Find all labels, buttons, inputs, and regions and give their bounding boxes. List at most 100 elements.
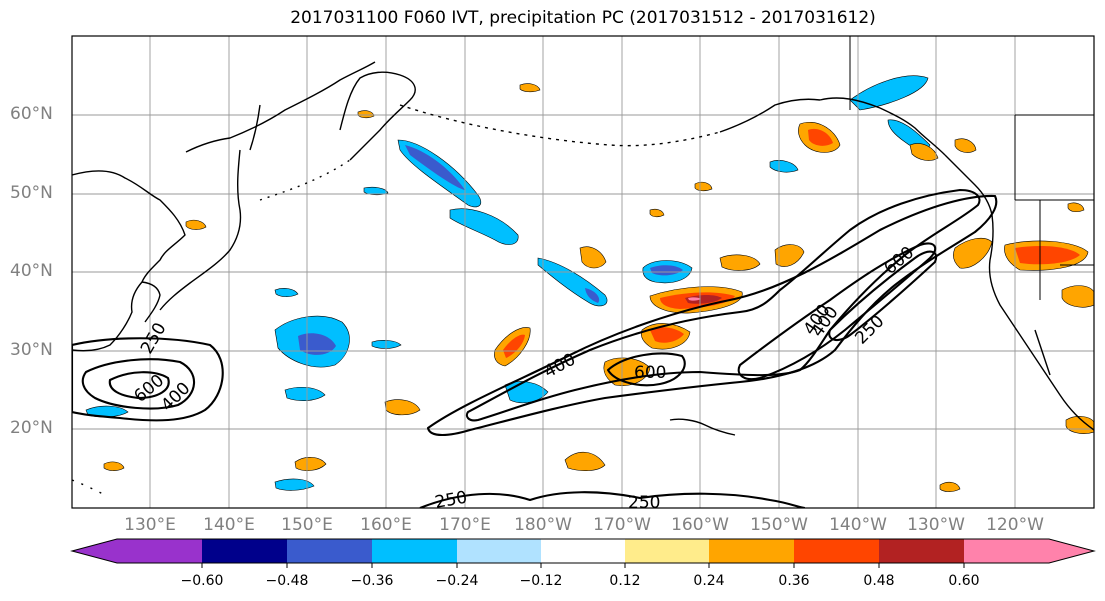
coast-siberia bbox=[185, 61, 376, 153]
red-feature-bc bbox=[954, 138, 977, 153]
red-feature-bc-2 bbox=[909, 143, 939, 161]
lat-label-50n: 50°N bbox=[10, 183, 53, 203]
figure-title: 2017031100 F060 IVT, precipitation PC (2… bbox=[290, 8, 876, 28]
ivt-contour-600-west bbox=[108, 371, 170, 400]
ivt-contour-400-ne-loop bbox=[737, 242, 937, 381]
red-feature-west-central-inner bbox=[503, 334, 525, 358]
ivt-contour-400-main bbox=[465, 188, 981, 422]
lon-label-170e: 170°E bbox=[439, 515, 491, 535]
coast-alaska-southwest bbox=[719, 98, 821, 133]
ivt-contour-250-south bbox=[419, 491, 806, 508]
blue-feature-small-7 bbox=[769, 160, 799, 173]
colorbar-extend-low bbox=[72, 539, 117, 563]
coast-us-west bbox=[988, 214, 1094, 431]
blue-feature-kamchatka-core bbox=[405, 145, 465, 190]
lon-label-150w: 150°W bbox=[750, 515, 808, 535]
colorbar-bin bbox=[625, 539, 709, 563]
ivt-contour-400-west bbox=[81, 358, 196, 410]
blue-feature-west-pacific-core bbox=[298, 333, 336, 355]
colorbar bbox=[70, 538, 1096, 568]
red-feature-south-central-inner bbox=[650, 327, 684, 343]
colorbar-tick-label: −0.60 bbox=[180, 573, 224, 589]
colorbar-bin bbox=[202, 539, 287, 563]
red-feature-small-4 bbox=[519, 83, 541, 93]
political-borders bbox=[849, 36, 1094, 300]
colorbar-tick-marks bbox=[201, 563, 965, 568]
coast-asia-mainland bbox=[72, 170, 186, 352]
red-feature-small-1 bbox=[185, 219, 207, 230]
colorbar-bin bbox=[372, 539, 457, 563]
red-feature-subtropics-2 bbox=[564, 452, 606, 471]
red-feature-central-band-core bbox=[685, 295, 722, 304]
lat-label-20n: 20°N bbox=[10, 418, 53, 438]
colorbar-outline bbox=[70, 538, 1096, 564]
colorbar-bin bbox=[117, 539, 202, 563]
coast-bc bbox=[944, 154, 993, 216]
colorbar-bin bbox=[709, 539, 794, 563]
blue-feature-central-core bbox=[585, 288, 600, 303]
blue-feature-midpacific-eye-core bbox=[650, 265, 683, 276]
red-feature-small-6 bbox=[939, 481, 961, 492]
red-feature-small-5 bbox=[357, 110, 375, 119]
ivt-label: 600 bbox=[634, 363, 666, 383]
red-feature-small-2 bbox=[103, 461, 125, 471]
colorbar-bin bbox=[457, 539, 541, 563]
lon-label-130w: 130°W bbox=[907, 515, 965, 535]
map-gridlines bbox=[72, 36, 1094, 508]
red-feature-west-central-2 bbox=[579, 246, 607, 269]
ivt-label: 250 bbox=[433, 488, 468, 513]
ivt-contour-250-main bbox=[426, 194, 998, 437]
ivt-contours bbox=[72, 188, 998, 508]
blue-feature-alaska bbox=[849, 75, 929, 111]
red-feature-california-inner bbox=[1015, 246, 1080, 265]
coast-sakhalin bbox=[249, 104, 261, 151]
colorbar-bin bbox=[287, 539, 372, 563]
blue-feature-small-2 bbox=[274, 478, 315, 491]
red-feature-midpacific-2 bbox=[774, 244, 805, 267]
lon-label-140e: 140°E bbox=[203, 515, 255, 535]
precip-pc-fills bbox=[85, 75, 1094, 492]
ivt-label: 250 bbox=[628, 493, 660, 513]
lon-label-160e: 160°E bbox=[360, 515, 412, 535]
lon-label-150e: 150°E bbox=[281, 515, 333, 535]
colorbar-tick-label: −0.12 bbox=[519, 573, 563, 589]
coast-hawaii bbox=[669, 418, 736, 436]
red-feature-small-8 bbox=[1067, 202, 1085, 213]
red-feature-subtropics bbox=[384, 399, 421, 416]
lon-label-160w: 160°W bbox=[671, 515, 729, 535]
colorbar-bin bbox=[541, 539, 625, 563]
coast-kamchatka bbox=[339, 71, 416, 161]
blue-feature-small-1 bbox=[284, 386, 326, 401]
red-feature-gulf-alaska-inner bbox=[808, 128, 833, 146]
ivt-contour-600-central bbox=[606, 352, 686, 387]
red-feature-coast bbox=[953, 237, 993, 269]
red-feature-east bbox=[1061, 285, 1094, 308]
ivt-contour-250-west bbox=[72, 337, 224, 422]
blue-feature-small-5 bbox=[363, 186, 389, 196]
red-feature-midpacific bbox=[719, 254, 761, 271]
red-feature-small-7 bbox=[649, 208, 665, 218]
lon-label-180w: 180°W bbox=[514, 515, 572, 535]
colorbar-tick-label: −0.48 bbox=[265, 573, 309, 589]
colorbar-bin bbox=[879, 539, 964, 563]
colorbar-tick-label: 0.60 bbox=[948, 573, 980, 589]
lon-label-130e: 130°E bbox=[124, 515, 176, 535]
colorbar-bin bbox=[964, 539, 1049, 563]
coast-baja bbox=[1034, 329, 1051, 376]
colorbar-bin bbox=[794, 539, 879, 563]
coast-aleutians bbox=[399, 104, 721, 147]
colorbar-extend-high bbox=[1049, 539, 1094, 563]
blue-feature-small-6 bbox=[274, 288, 299, 297]
coast-korea bbox=[141, 281, 161, 323]
colorbar-tick-label: −0.36 bbox=[350, 573, 394, 589]
red-feature-small-3 bbox=[694, 181, 713, 192]
red-feature-central-band-peak bbox=[688, 297, 701, 301]
lon-label-120w: 120°W bbox=[986, 515, 1044, 535]
colorbar-tick-label: 0.48 bbox=[863, 573, 895, 589]
lat-label-40n: 40°N bbox=[10, 261, 53, 281]
colorbar-tick-label: 0.12 bbox=[609, 573, 641, 589]
map-plot-area: 250 400 600 400 250 250 400 600 600 400 … bbox=[72, 36, 1094, 513]
lon-label-140w: 140°W bbox=[829, 515, 887, 535]
map-frame bbox=[71, 35, 1095, 509]
lat-label-30n: 30°N bbox=[10, 340, 53, 360]
